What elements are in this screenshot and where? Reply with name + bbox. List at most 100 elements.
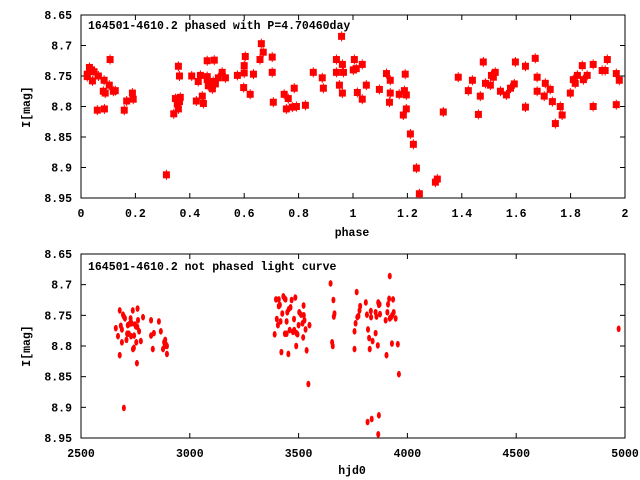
- data-point: [415, 190, 423, 198]
- data-point: [486, 81, 494, 89]
- data-point: [579, 76, 587, 84]
- data-point: [268, 68, 276, 76]
- data-point: [117, 351, 122, 359]
- data-point: [241, 52, 249, 60]
- data-point: [288, 103, 296, 111]
- data-point: [174, 62, 182, 70]
- data-point: [203, 57, 211, 65]
- data-point: [283, 296, 288, 303]
- data-point: [309, 68, 317, 76]
- data-point: [481, 79, 489, 87]
- data-point: [218, 68, 226, 76]
- y-tick-label: 8.85: [44, 132, 72, 145]
- data-point: [196, 71, 204, 79]
- data-point: [476, 92, 484, 100]
- data-point: [374, 313, 379, 320]
- data-point: [368, 307, 373, 315]
- data-point: [119, 339, 124, 346]
- data-point: [383, 316, 388, 324]
- data-point: [240, 62, 248, 70]
- data-point: [164, 350, 169, 358]
- data-point: [302, 316, 307, 324]
- data-point: [301, 312, 306, 319]
- data-point: [367, 334, 372, 342]
- data-point: [406, 130, 414, 138]
- data-point: [192, 97, 200, 105]
- data-point: [335, 81, 343, 89]
- data-point: [506, 84, 514, 92]
- y-tick-label: 8.7: [51, 41, 72, 54]
- y-tick-label: 8.65: [44, 10, 72, 23]
- data-point: [280, 310, 285, 317]
- data-point: [569, 76, 577, 84]
- data-point: [83, 73, 91, 81]
- data-point: [101, 89, 109, 97]
- data-point: [276, 296, 281, 303]
- data-point: [306, 380, 311, 388]
- data-point: [277, 301, 282, 309]
- data-point: [132, 332, 137, 339]
- data-point: [198, 92, 206, 100]
- data-point: [135, 305, 140, 312]
- data-point: [601, 67, 609, 75]
- y-tick-label: 8.9: [51, 402, 72, 415]
- data-point: [175, 72, 183, 80]
- data-point: [134, 339, 139, 346]
- data-point: [409, 140, 417, 148]
- data-point: [385, 308, 390, 316]
- data-point: [400, 87, 408, 95]
- data-point: [284, 330, 289, 338]
- data-point: [353, 320, 358, 327]
- data-point: [369, 415, 374, 423]
- data-point: [464, 87, 472, 95]
- data-point: [136, 316, 141, 324]
- y-axis-label: I[mag]: [21, 86, 34, 127]
- y-tick-label: 8.85: [44, 372, 72, 385]
- data-point: [521, 62, 529, 70]
- unphased-light-curve-plot: 164501-4610.2 not phased light curve hjd…: [21, 249, 639, 478]
- data-point: [338, 89, 346, 97]
- data-point: [571, 79, 579, 87]
- data-point: [358, 60, 366, 68]
- y-tick-label: 8.8: [51, 102, 72, 115]
- data-point: [412, 164, 420, 172]
- data-point: [375, 342, 380, 349]
- data-point: [439, 108, 447, 116]
- data-point: [149, 316, 154, 324]
- x-tick-label: 1.4: [451, 208, 472, 221]
- x-axis-label: phase: [335, 227, 370, 240]
- y-tick-label: 8.95: [44, 433, 72, 446]
- data-point: [269, 98, 277, 106]
- data-point: [137, 327, 142, 335]
- data-point: [307, 321, 312, 329]
- data-point: [303, 326, 308, 333]
- plot-title: 164501-4610.2 not phased light curve: [88, 261, 337, 274]
- x-tick-label: 2: [622, 208, 629, 221]
- data-point: [130, 307, 135, 314]
- data-point: [363, 299, 368, 306]
- data-point: [330, 342, 335, 350]
- data-point: [93, 106, 101, 114]
- plot-title: 164501-4610.2 phased with P=4.70460day: [88, 20, 350, 33]
- data-point: [615, 76, 623, 84]
- data-point: [162, 171, 170, 179]
- data-point: [88, 77, 96, 85]
- data-point: [129, 320, 134, 327]
- data-point: [474, 110, 482, 118]
- data-point: [352, 345, 357, 353]
- data-point: [105, 81, 113, 89]
- data-point: [365, 418, 370, 426]
- data-point: [131, 344, 136, 352]
- data-point: [583, 71, 591, 79]
- data-point: [188, 72, 196, 80]
- x-tick-label: 4000: [394, 448, 422, 461]
- data-point: [395, 340, 400, 348]
- data-point: [385, 98, 393, 106]
- data-point: [175, 98, 183, 106]
- data-point: [332, 56, 340, 64]
- y-tick-label: 8.95: [44, 193, 72, 206]
- data-point: [100, 76, 108, 84]
- data-point: [386, 89, 394, 97]
- data-point: [533, 73, 541, 81]
